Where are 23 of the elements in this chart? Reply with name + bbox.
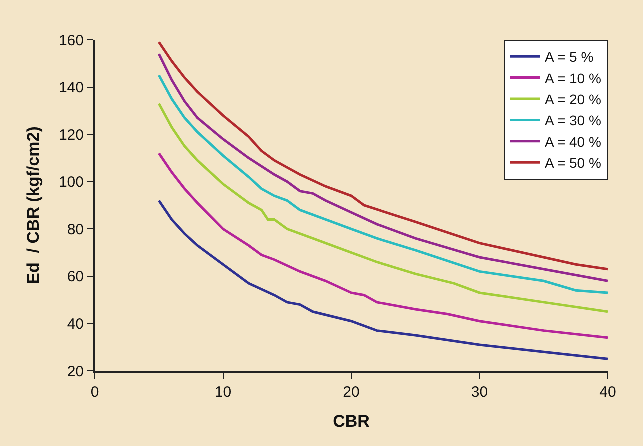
x-tick-label: 10 bbox=[214, 384, 232, 401]
y-tick-label: 140 bbox=[58, 80, 84, 97]
x-tick-label: 40 bbox=[600, 384, 616, 401]
legend-label: A = 40 % bbox=[545, 134, 602, 150]
legend-label: A = 5 % bbox=[545, 49, 594, 66]
y-tick-label: 40 bbox=[67, 316, 84, 333]
legend-label: A = 20 % bbox=[545, 91, 602, 108]
x-tick-label: 20 bbox=[343, 384, 360, 401]
x-axis-title: CBR bbox=[333, 412, 370, 431]
y-axis-title: Ed / CBR (kgf/cm2) bbox=[24, 126, 44, 284]
line-series bbox=[158, 152, 608, 340]
x-tick-label: 0 bbox=[90, 384, 100, 401]
y-tick-label: 60 bbox=[67, 268, 84, 286]
y-tick-label: 80 bbox=[67, 221, 84, 238]
legend-label: A = 30 % bbox=[545, 112, 602, 129]
y-tick-label: 20 bbox=[67, 363, 84, 380]
y-tick-label: 160 bbox=[58, 32, 84, 50]
x-tick-label: 30 bbox=[471, 384, 488, 401]
legend-label: A = 10 % bbox=[545, 70, 602, 86]
line-series bbox=[158, 200, 608, 360]
y-tick-label: 100 bbox=[58, 174, 84, 192]
y-tick-label: 120 bbox=[58, 126, 84, 144]
legend-label: A = 50 % bbox=[545, 155, 602, 172]
